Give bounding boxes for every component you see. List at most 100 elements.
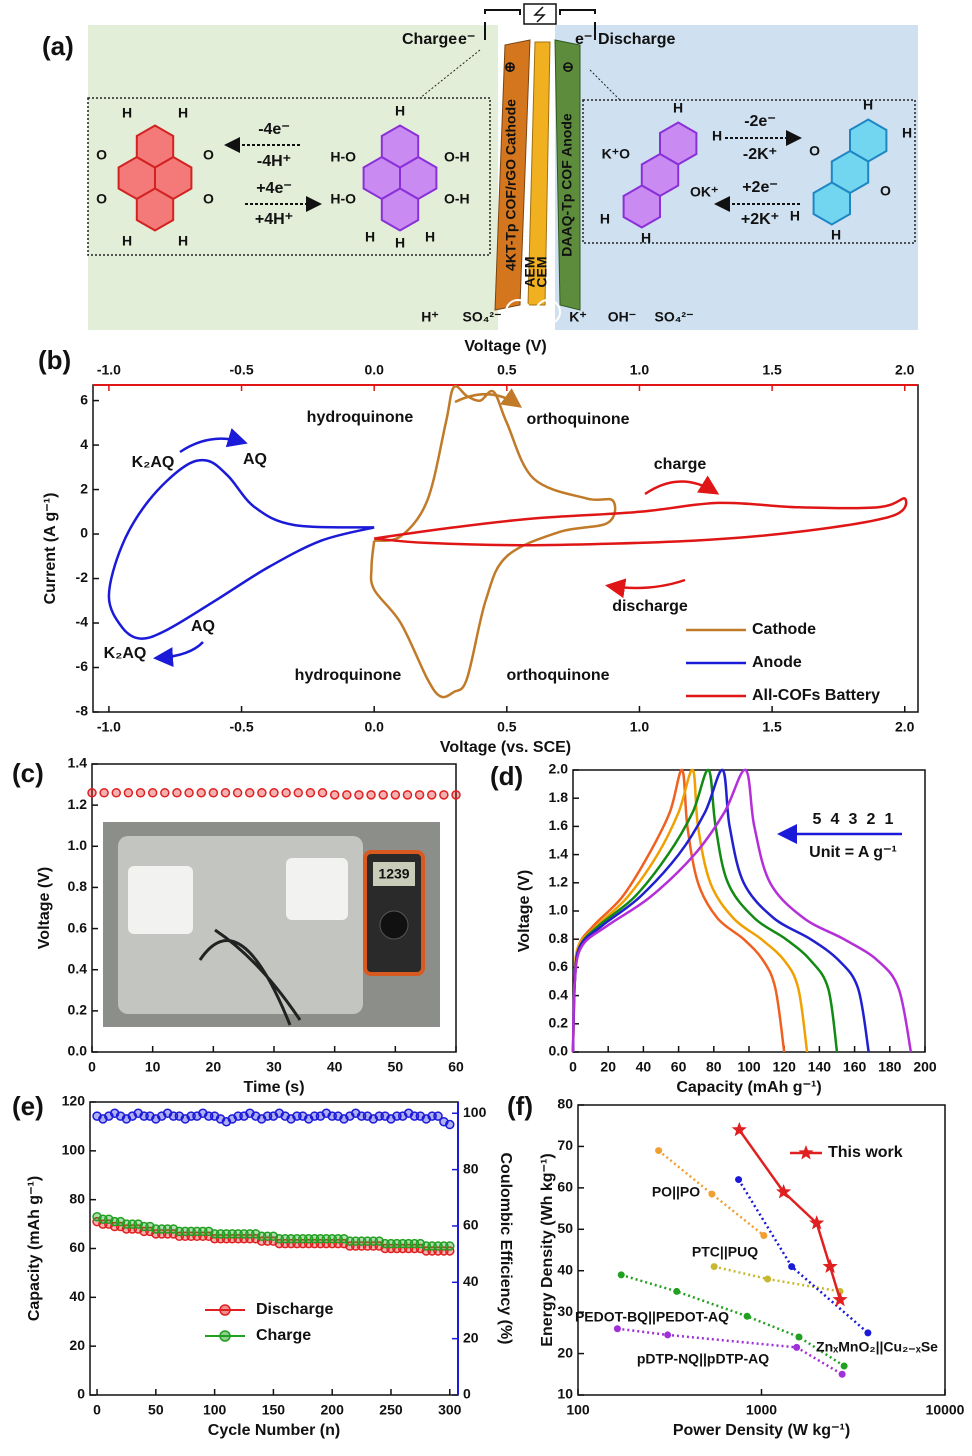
point — [840, 1362, 848, 1370]
x-tick-label: 50 — [388, 1059, 404, 1075]
x-tick-label: 50 — [148, 1402, 164, 1418]
point — [208, 788, 219, 798]
atom-label: H — [395, 103, 405, 119]
x-tick-label: 20 — [600, 1059, 616, 1075]
point — [172, 788, 182, 798]
point — [354, 790, 364, 800]
series-line — [617, 1327, 843, 1376]
y-tick-label: 2.0 — [549, 761, 569, 777]
y-tick-label: 1.2 — [68, 796, 88, 812]
x-tick-label: 100 — [203, 1402, 227, 1418]
reaction-label: -4H⁺ — [257, 153, 291, 170]
y-tick-label: 60 — [69, 1239, 85, 1255]
point — [366, 790, 376, 800]
point — [293, 788, 304, 798]
x2-tick-label: -0.5 — [229, 362, 253, 378]
arrow — [179, 428, 248, 454]
point — [743, 1312, 751, 1320]
ion: K⁺ — [569, 309, 587, 325]
point — [305, 788, 316, 798]
y-tick-label: 0.2 — [68, 1002, 88, 1018]
plot-frame — [91, 763, 457, 1053]
y2-tick-label: 40 — [463, 1273, 479, 1289]
y-tick-label: 1.0 — [549, 902, 569, 918]
y-tick-label: 0.6 — [68, 919, 88, 935]
x-axis-title: Power Density (W kg⁻¹) — [673, 1422, 850, 1439]
electron: e⁻ — [575, 31, 592, 48]
arrow — [644, 475, 720, 496]
atom-label: H — [902, 125, 912, 141]
x-axis-title: Voltage (vs. SCE) — [440, 739, 571, 756]
x-tick-label: 150 — [262, 1402, 286, 1418]
point — [220, 788, 231, 798]
annotation: Unit = A g⁻¹ — [809, 844, 897, 861]
arrow — [153, 641, 204, 668]
cem-label: CEM — [534, 256, 550, 287]
y-tick-label: 0 — [77, 1386, 85, 1402]
ring — [622, 184, 661, 229]
battery-symbol — [523, 3, 557, 25]
series-label: PEDOT-BQ||PEDOT-AQ — [575, 1309, 729, 1325]
minus-sign: ⊖ — [562, 59, 574, 75]
point — [731, 1121, 747, 1137]
annotation: AQ — [243, 451, 267, 468]
y-axis-title: Capacity (mAh g⁻¹) — [26, 1176, 43, 1321]
reaction-label: +4e⁻ — [256, 180, 292, 197]
arrow — [605, 578, 686, 599]
x-tick-label: 300 — [438, 1402, 462, 1418]
atom-label: H — [122, 105, 132, 121]
cell — [128, 866, 193, 934]
cell — [286, 858, 348, 920]
y-tick-label: 120 — [62, 1093, 86, 1109]
charge-label: Charge — [402, 31, 457, 48]
point — [788, 1263, 796, 1271]
atom-label: O — [203, 191, 214, 207]
point — [735, 1176, 743, 1184]
annotation: hydroquinone — [295, 667, 402, 684]
x-tick-label: 200 — [321, 1402, 345, 1418]
point — [793, 1343, 801, 1351]
point — [433, 1111, 443, 1121]
y-tick-label: 0.8 — [549, 930, 569, 946]
legend-marker — [219, 1330, 231, 1342]
atom-label: H — [395, 235, 405, 251]
reaction-label: -2e⁻ — [744, 113, 776, 130]
y-tick-label: 100 — [62, 1142, 86, 1158]
y-tick-label: 60 — [557, 1179, 573, 1195]
x-tick-label: 40 — [327, 1059, 343, 1075]
point — [764, 1275, 772, 1283]
point — [184, 788, 194, 798]
point — [342, 790, 352, 800]
ring — [135, 187, 175, 232]
ion: SO₄²⁻ — [463, 309, 502, 325]
ring — [812, 181, 851, 226]
dotted-box — [582, 99, 916, 244]
point — [87, 788, 97, 798]
atom-label: OK⁺ — [690, 184, 718, 200]
point — [426, 790, 437, 800]
point — [196, 788, 206, 798]
y-tick-label: 40 — [69, 1288, 85, 1304]
lcd — [373, 862, 415, 886]
point — [123, 788, 134, 798]
atom-label: H — [641, 230, 651, 246]
point — [809, 1215, 825, 1230]
y-tick-label: 6 — [80, 391, 88, 407]
x-tick-label: -1.0 — [97, 719, 121, 735]
y-tick-label: 1.8 — [549, 789, 569, 805]
x2-tick-label: 1.5 — [762, 362, 782, 378]
x-tick-label: 100 — [566, 1402, 590, 1418]
atom-label: H-O — [330, 149, 356, 165]
point — [269, 788, 279, 798]
zoom-line — [419, 49, 481, 99]
point — [99, 788, 109, 798]
y-axis-title: Energy Density (Wh kg⁻¹) — [539, 1153, 556, 1346]
x-tick-label: 1.5 — [762, 719, 782, 735]
y-tick-label: 1.4 — [68, 755, 88, 771]
reaction-label: +2e⁻ — [742, 179, 778, 196]
discharge-label: Discharge — [598, 31, 675, 48]
y-tick-label: 1.4 — [549, 845, 569, 861]
atom-label: O-H — [444, 191, 470, 207]
y-tick-label: 20 — [69, 1337, 85, 1353]
